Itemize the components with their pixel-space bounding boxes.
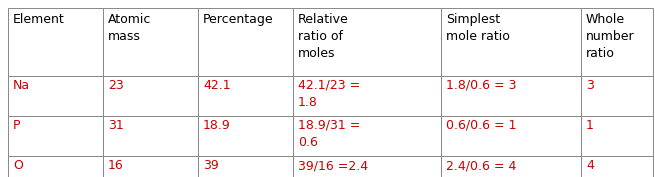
Text: 1.8/0.6 = 3: 1.8/0.6 = 3	[446, 79, 517, 92]
Bar	[198, 76, 293, 116]
Bar	[103, 116, 198, 156]
Text: 31: 31	[108, 119, 124, 132]
Text: 1: 1	[586, 119, 594, 132]
Bar	[441, 76, 581, 116]
Text: Whole
number
ratio: Whole number ratio	[586, 13, 635, 60]
Text: O: O	[13, 159, 23, 172]
Text: 0.6/0.6 = 1: 0.6/0.6 = 1	[446, 119, 517, 132]
Text: 16: 16	[108, 159, 124, 172]
Text: 2.4/0.6 = 4: 2.4/0.6 = 4	[446, 159, 516, 172]
Bar	[293, 8, 441, 76]
Text: Element: Element	[13, 13, 65, 26]
Text: 39/16 =2.4: 39/16 =2.4	[298, 159, 368, 172]
Text: P: P	[13, 119, 20, 132]
Bar	[581, 116, 653, 156]
Bar	[198, 156, 293, 177]
Text: Simplest
mole ratio: Simplest mole ratio	[446, 13, 510, 43]
Bar	[198, 8, 293, 76]
Bar	[103, 156, 198, 177]
Bar	[293, 76, 441, 116]
Bar	[293, 116, 441, 156]
Text: Relative
ratio of
moles: Relative ratio of moles	[298, 13, 348, 60]
Text: 23: 23	[108, 79, 124, 92]
Text: 18.9/31 =
0.6: 18.9/31 = 0.6	[298, 119, 360, 149]
Bar	[8, 156, 103, 177]
Bar	[441, 156, 581, 177]
Text: 3: 3	[586, 79, 594, 92]
Bar	[441, 116, 581, 156]
Bar	[8, 76, 103, 116]
Bar	[581, 156, 653, 177]
Text: 42.1: 42.1	[203, 79, 231, 92]
Bar	[103, 76, 198, 116]
Bar	[8, 8, 103, 76]
Bar	[581, 8, 653, 76]
Bar	[198, 116, 293, 156]
Bar	[293, 156, 441, 177]
Text: Na: Na	[13, 79, 30, 92]
Text: Percentage: Percentage	[203, 13, 274, 26]
Bar	[441, 8, 581, 76]
Text: 4: 4	[586, 159, 594, 172]
Text: 42.1/23 =
1.8: 42.1/23 = 1.8	[298, 79, 360, 109]
Text: 39: 39	[203, 159, 219, 172]
Text: 18.9: 18.9	[203, 119, 231, 132]
Text: Atomic
mass: Atomic mass	[108, 13, 151, 43]
Bar	[8, 116, 103, 156]
Bar	[103, 8, 198, 76]
Bar	[581, 76, 653, 116]
